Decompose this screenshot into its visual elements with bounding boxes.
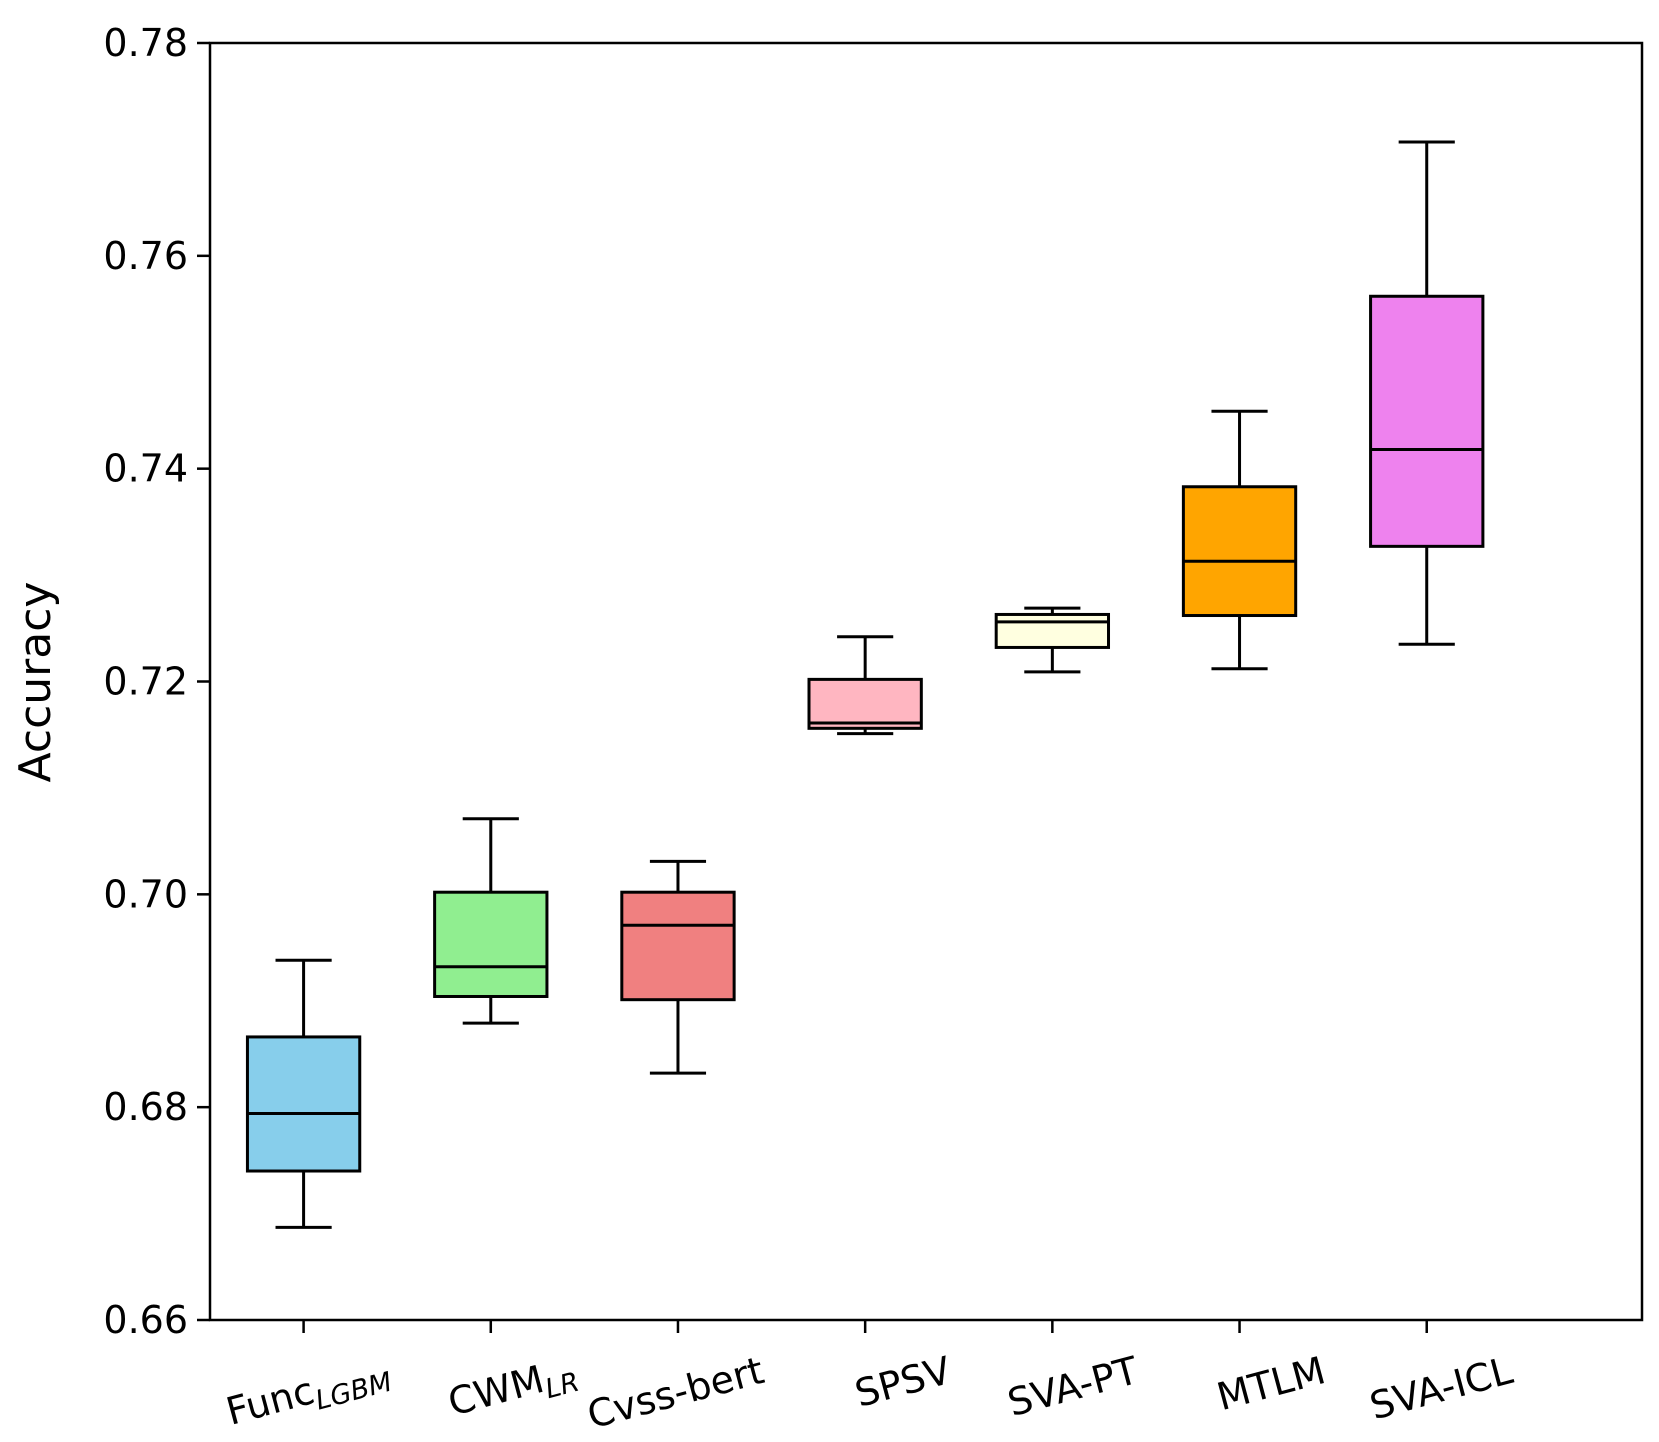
y-tick-label: 0.76 (103, 234, 188, 278)
x-tick-label: MTLM (1212, 1348, 1330, 1419)
x-tick-label: FuncLGBM (222, 1348, 396, 1439)
box-Cvss-bert (620, 890, 736, 1002)
box-SVA-ICL (1369, 294, 1485, 548)
x-tick-label: SPSV (850, 1348, 955, 1416)
plot-frame (208, 41, 1644, 1322)
x-tick-label: SVA-PT (1003, 1348, 1143, 1425)
y-tick-label: 0.74 (103, 447, 188, 491)
y-tick-label: 0.70 (103, 872, 188, 916)
x-tick-label: Cvss-bert (583, 1348, 769, 1437)
x-tick-label: SVA-ICL (1365, 1348, 1517, 1428)
y-tick-label: 0.72 (103, 660, 188, 704)
y-tick-label: 0.66 (103, 1298, 188, 1342)
box-MTLM (1181, 485, 1298, 618)
x-tick-label: CWMLR (443, 1348, 582, 1430)
y-axis-label: Accuracy (10, 582, 61, 783)
box-FuncLGBM (245, 1035, 362, 1173)
box-SVA-PT (994, 612, 1111, 649)
box-CWMLR (433, 890, 549, 998)
y-tick-label: 0.78 (103, 21, 188, 65)
plot-area: 0.66 0.68 0.70 0.72 0.74 0.76 0.78 FuncLGBM CWML… (103, 21, 1517, 1439)
y-tick-label: 0.68 (103, 1085, 188, 1129)
box-SPSV (807, 677, 923, 730)
